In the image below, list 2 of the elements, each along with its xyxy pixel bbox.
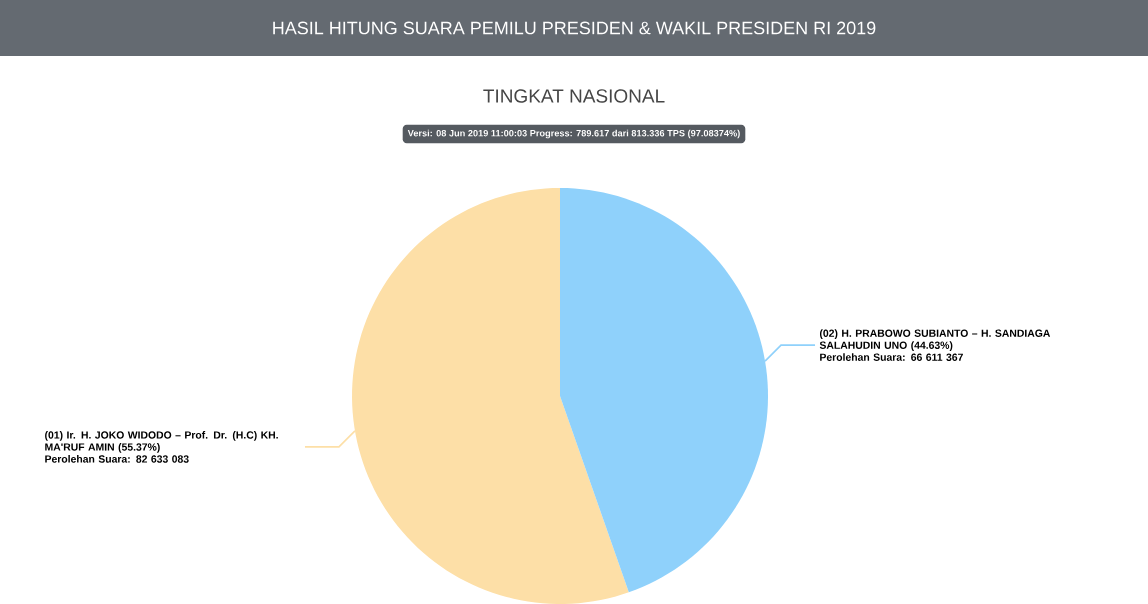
chart-subtitle: TINGKAT NASIONAL — [483, 89, 665, 103]
chart-title: HASIL HITUNG SUARA PEMILU PRESIDEN & WAKIL PRESIDEN RI 2019 — [273, 21, 876, 35]
